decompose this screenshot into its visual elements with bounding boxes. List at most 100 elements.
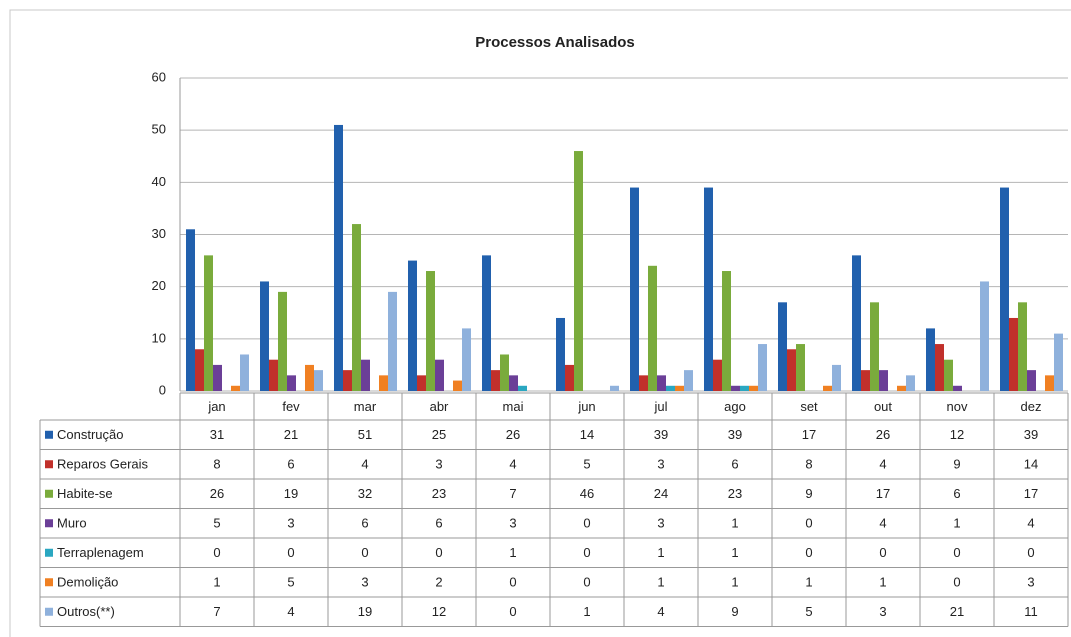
table-cell: 3 bbox=[361, 575, 368, 590]
table-cell: 4 bbox=[361, 457, 368, 472]
table-cell: 1 bbox=[509, 545, 516, 560]
table-cell: 12 bbox=[432, 604, 446, 619]
table-cell: 4 bbox=[287, 604, 294, 619]
bar bbox=[426, 271, 435, 391]
table-cell: 46 bbox=[580, 486, 594, 501]
x-tick-label: jun bbox=[577, 399, 595, 414]
legend-key bbox=[45, 430, 53, 439]
bar bbox=[740, 385, 749, 391]
x-tick-label: dez bbox=[1021, 399, 1042, 414]
x-tick-label: out bbox=[874, 399, 892, 414]
table-cell: 11 bbox=[1024, 604, 1038, 619]
bar bbox=[352, 224, 361, 391]
table-cell: 3 bbox=[509, 516, 516, 531]
bar bbox=[269, 359, 278, 391]
bar bbox=[758, 344, 767, 391]
table-cell: 17 bbox=[876, 486, 890, 501]
bar bbox=[334, 124, 343, 391]
bar bbox=[787, 349, 796, 391]
table-cell: 4 bbox=[879, 457, 886, 472]
table-cell: 5 bbox=[805, 604, 812, 619]
chart-title: Processos Analisados bbox=[475, 34, 635, 51]
table-cell: 17 bbox=[1024, 486, 1038, 501]
bar bbox=[610, 385, 619, 391]
x-tick-label: nov bbox=[947, 399, 968, 414]
table-cell: 5 bbox=[287, 575, 294, 590]
legend-key bbox=[45, 519, 53, 528]
table-cell: 3 bbox=[1027, 575, 1034, 590]
table-cell: 4 bbox=[509, 457, 516, 472]
bar bbox=[435, 359, 444, 391]
table-cell: 39 bbox=[654, 427, 668, 442]
bar bbox=[287, 375, 296, 391]
bar bbox=[861, 370, 870, 391]
table-cell: 3 bbox=[435, 457, 442, 472]
table-cell: 6 bbox=[287, 457, 294, 472]
x-tick-label: ago bbox=[724, 399, 746, 414]
table-cell: 39 bbox=[728, 427, 742, 442]
table-cell: 39 bbox=[1024, 427, 1038, 442]
bar bbox=[944, 359, 953, 391]
bar bbox=[684, 370, 693, 391]
table-cell: 1 bbox=[657, 545, 664, 560]
table-cell: 1 bbox=[953, 516, 960, 531]
table-cell: 9 bbox=[731, 604, 738, 619]
bar bbox=[453, 380, 462, 391]
y-tick-label: 60 bbox=[152, 69, 166, 84]
table-cell: 4 bbox=[879, 516, 886, 531]
legend-label: Habite-se bbox=[57, 486, 113, 501]
table-cell: 24 bbox=[654, 486, 668, 501]
y-tick-label: 0 bbox=[159, 382, 166, 397]
table-cell: 32 bbox=[358, 486, 372, 501]
bar bbox=[870, 302, 879, 391]
table-cell: 3 bbox=[879, 604, 886, 619]
bar bbox=[749, 385, 758, 391]
table-cell: 25 bbox=[432, 427, 446, 442]
legend-key bbox=[45, 548, 53, 557]
table-cell: 1 bbox=[731, 545, 738, 560]
table-cell: 9 bbox=[953, 457, 960, 472]
table-cell: 0 bbox=[583, 545, 590, 560]
x-tick-label: set bbox=[800, 399, 818, 414]
bar bbox=[630, 187, 639, 391]
table-cell: 0 bbox=[435, 545, 442, 560]
table-cell: 6 bbox=[435, 516, 442, 531]
bar bbox=[462, 328, 471, 391]
bar bbox=[231, 385, 240, 391]
bar bbox=[1054, 333, 1063, 391]
bar bbox=[953, 385, 962, 391]
legend-label: Demolição bbox=[57, 575, 118, 590]
bar bbox=[574, 151, 583, 391]
table-cell: 0 bbox=[1027, 545, 1034, 560]
table-cell: 0 bbox=[805, 516, 812, 531]
bar bbox=[305, 364, 314, 391]
bar bbox=[518, 385, 527, 391]
table-cell: 0 bbox=[213, 545, 220, 560]
table-cell: 19 bbox=[284, 486, 298, 501]
bar bbox=[204, 255, 213, 391]
bar bbox=[556, 317, 565, 391]
table-cell: 7 bbox=[509, 486, 516, 501]
table-cell: 4 bbox=[1027, 516, 1034, 531]
legend-label: Muro bbox=[57, 516, 87, 531]
table-cell: 23 bbox=[728, 486, 742, 501]
table-cell: 3 bbox=[657, 457, 664, 472]
table-cell: 6 bbox=[953, 486, 960, 501]
table-cell: 3 bbox=[287, 516, 294, 531]
table-cell: 23 bbox=[432, 486, 446, 501]
x-tick-label: abr bbox=[430, 399, 449, 414]
legend-key bbox=[45, 489, 53, 498]
table-cell: 6 bbox=[731, 457, 738, 472]
table-cell: 9 bbox=[805, 486, 812, 501]
table-cell: 0 bbox=[805, 545, 812, 560]
bar bbox=[639, 375, 648, 391]
x-tick-label: fev bbox=[282, 399, 300, 414]
table-cell: 17 bbox=[802, 427, 816, 442]
bar bbox=[778, 302, 787, 391]
bar bbox=[926, 328, 935, 391]
bar bbox=[657, 375, 666, 391]
bar bbox=[731, 385, 740, 391]
bar bbox=[491, 370, 500, 391]
table-cell: 21 bbox=[284, 427, 298, 442]
table-cell: 1 bbox=[731, 516, 738, 531]
